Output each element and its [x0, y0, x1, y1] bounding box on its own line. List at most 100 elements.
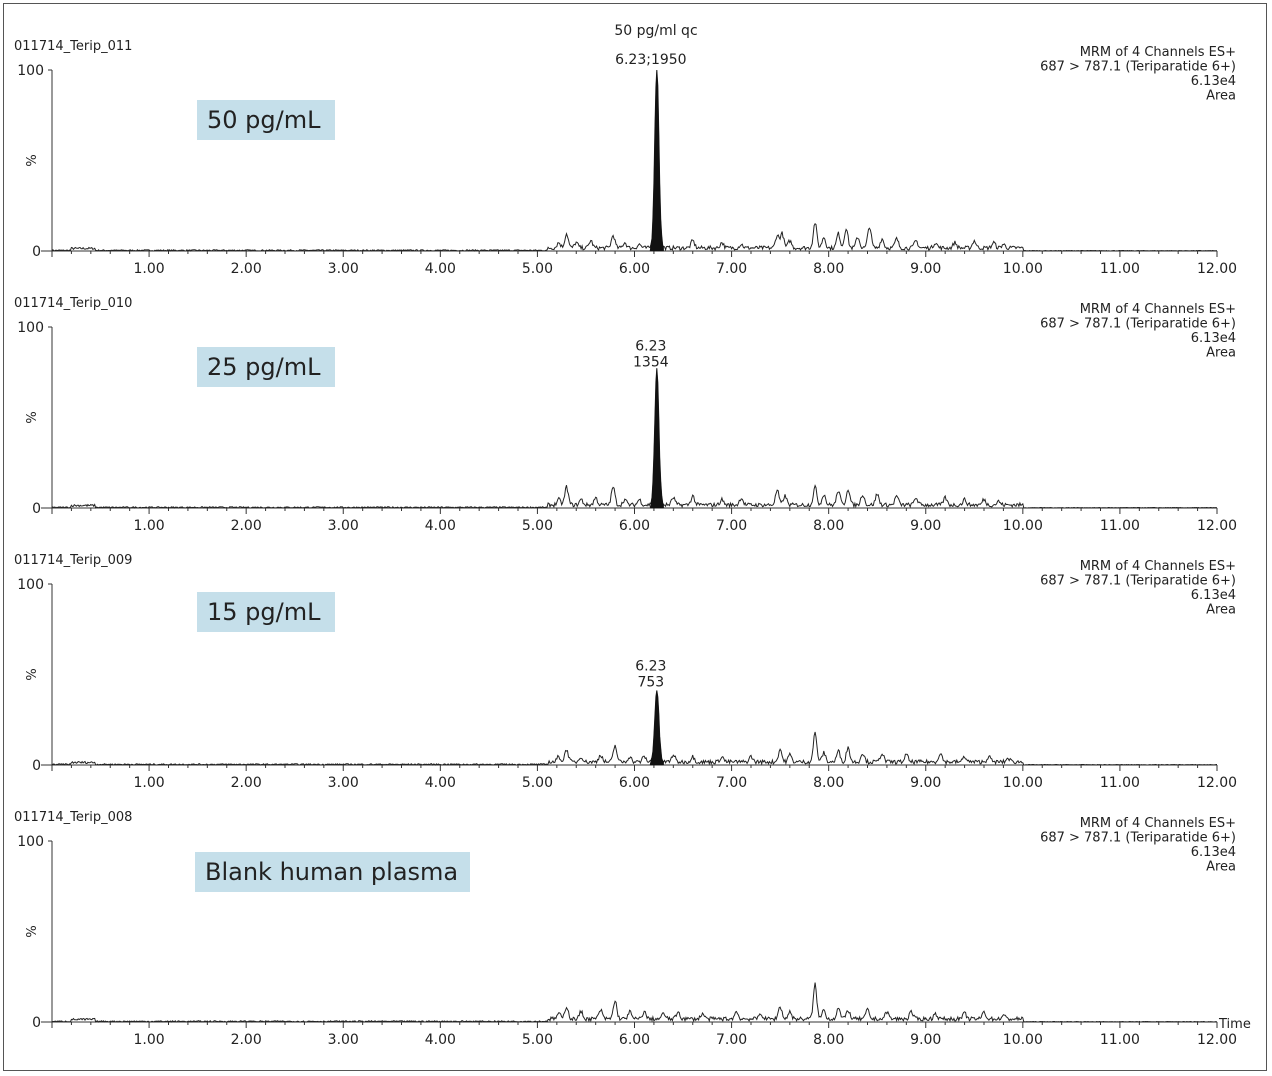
y-tick-label-0: 0 — [32, 1015, 41, 1031]
x-tick-label: 2.00 — [231, 1032, 262, 1048]
x-tick-label: 9.00 — [910, 1032, 941, 1048]
x-tick-label: 11.00 — [1100, 775, 1140, 791]
sample-id: 011714_Terip_010 — [14, 296, 132, 311]
channel-info-line: Area — [1206, 603, 1236, 618]
channel-info-line: Area — [1206, 89, 1236, 104]
x-tick-label: 12.00 — [1197, 1032, 1237, 1048]
peak-label: 6.23;1950 — [615, 52, 687, 68]
integrated-peak — [649, 690, 664, 766]
x-tick-label: 7.00 — [716, 775, 747, 791]
channel-info-line: 6.13e4 — [1191, 74, 1236, 89]
x-tick-label: 4.00 — [425, 775, 456, 791]
channel-info-line: MRM of 4 Channels ES+ — [1080, 816, 1236, 831]
x-tick-label: 3.00 — [328, 518, 359, 534]
x-axis-label: Time — [1218, 1017, 1251, 1032]
y-tick-label-100: 100 — [17, 320, 44, 336]
channel-info-line: Area — [1206, 346, 1236, 361]
channel-info-line: 687 > 787.1 (Teriparatide 6+) — [1040, 831, 1236, 846]
concentration-label: Blank human plasma — [195, 852, 470, 892]
x-tick-label: 3.00 — [328, 261, 359, 277]
concentration-label: 15 pg/mL — [197, 592, 335, 632]
x-tick-label: 3.00 — [328, 775, 359, 791]
channel-info-line: 6.13e4 — [1191, 845, 1236, 860]
channel-info-line: 687 > 787.1 (Teriparatide 6+) — [1040, 574, 1236, 589]
x-tick-label: 6.00 — [619, 261, 650, 277]
x-tick-label: 11.00 — [1100, 518, 1140, 534]
x-tick-label: 6.00 — [619, 518, 650, 534]
x-tick-label: 4.00 — [425, 1032, 456, 1048]
x-tick-label: 8.00 — [813, 261, 844, 277]
y-tick-label-100: 100 — [17, 577, 44, 593]
x-tick-label: 6.00 — [619, 775, 650, 791]
x-tick-label: 2.00 — [231, 261, 262, 277]
y-axis-label: % — [25, 154, 40, 166]
sample-id: 011714_Terip_008 — [14, 810, 132, 825]
peak-label: 753 — [637, 675, 664, 691]
x-tick-label: 4.00 — [425, 261, 456, 277]
y-axis-label: % — [25, 411, 40, 423]
x-tick-label: 9.00 — [910, 775, 941, 791]
concentration-label: 25 pg/mL — [197, 347, 335, 387]
x-tick-label: 5.00 — [522, 1032, 553, 1048]
channel-info-line: MRM of 4 Channels ES+ — [1080, 45, 1236, 60]
channel-info-line: Area — [1206, 860, 1236, 875]
x-tick-label: 5.00 — [522, 518, 553, 534]
x-tick-label: 1.00 — [133, 261, 164, 277]
x-tick-label: 9.00 — [910, 518, 941, 534]
y-axis-label: % — [25, 925, 40, 937]
x-tick-label: 7.00 — [716, 1032, 747, 1048]
x-tick-label: 10.00 — [1003, 775, 1043, 791]
x-tick-label: 8.00 — [813, 775, 844, 791]
y-axis-label: % — [25, 668, 40, 680]
x-tick-label: 9.00 — [910, 261, 941, 277]
x-tick-label: 7.00 — [716, 518, 747, 534]
y-tick-label-0: 0 — [32, 501, 41, 517]
chromatogram-trace — [51, 69, 1218, 252]
qc-title: 50 pg/ml qc — [614, 23, 697, 39]
figure-frame — [3, 3, 1267, 1071]
x-tick-label: 12.00 — [1197, 775, 1237, 791]
y-tick-label-0: 0 — [32, 244, 41, 260]
chromatogram-trace — [51, 982, 1218, 1023]
peak-label: 6.23 — [635, 659, 666, 675]
integrated-peak — [649, 368, 664, 509]
x-tick-label: 7.00 — [716, 261, 747, 277]
x-tick-label: 2.00 — [231, 775, 262, 791]
x-tick-label: 4.00 — [425, 518, 456, 534]
x-tick-label: 3.00 — [328, 1032, 359, 1048]
concentration-label: 50 pg/mL — [197, 100, 335, 140]
y-tick-label-0: 0 — [32, 758, 41, 774]
x-tick-label: 2.00 — [231, 518, 262, 534]
y-tick-label-100: 100 — [17, 63, 44, 79]
x-tick-label: 5.00 — [522, 261, 553, 277]
channel-info-line: MRM of 4 Channels ES+ — [1080, 559, 1236, 574]
channel-info-line: MRM of 4 Channels ES+ — [1080, 302, 1236, 317]
x-tick-label: 10.00 — [1003, 261, 1043, 277]
peak-label: 1354 — [633, 354, 669, 370]
peak-label: 6.23 — [635, 338, 666, 354]
x-tick-label: 11.00 — [1100, 261, 1140, 277]
x-tick-label: 1.00 — [133, 1032, 164, 1048]
x-tick-label: 8.00 — [813, 518, 844, 534]
x-tick-label: 12.00 — [1197, 261, 1237, 277]
y-tick-label-100: 100 — [17, 834, 44, 850]
x-tick-label: 6.00 — [619, 1032, 650, 1048]
channel-info-line: 687 > 787.1 (Teriparatide 6+) — [1040, 317, 1236, 332]
chromatogram-trace — [51, 690, 1217, 766]
sample-id: 011714_Terip_011 — [14, 39, 132, 54]
x-tick-label: 1.00 — [133, 775, 164, 791]
x-tick-label: 10.00 — [1003, 518, 1043, 534]
x-tick-label: 1.00 — [133, 518, 164, 534]
integrated-peak — [649, 69, 664, 252]
x-tick-label: 11.00 — [1100, 1032, 1140, 1048]
channel-info-line: 6.13e4 — [1191, 331, 1236, 346]
x-tick-label: 8.00 — [813, 1032, 844, 1048]
channel-info-line: 6.13e4 — [1191, 588, 1236, 603]
sample-id: 011714_Terip_009 — [14, 553, 132, 568]
x-tick-label: 10.00 — [1003, 1032, 1043, 1048]
x-tick-label: 12.00 — [1197, 518, 1237, 534]
channel-info-line: 687 > 787.1 (Teriparatide 6+) — [1040, 60, 1236, 75]
x-tick-label: 5.00 — [522, 775, 553, 791]
chromatogram-trace — [51, 368, 1218, 509]
